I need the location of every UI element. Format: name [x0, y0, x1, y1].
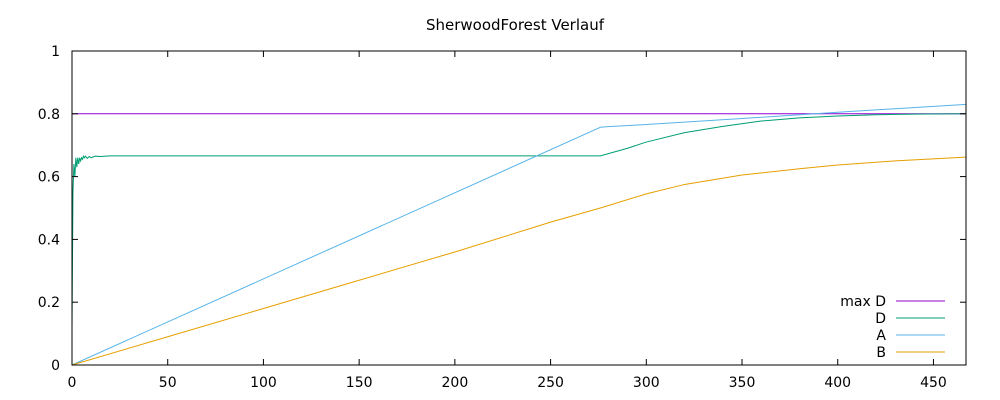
axes-layer: 0 50 100 150 200 250 300 350 400 450 0 0.2 0.4 0.6 0.8…: [38, 44, 967, 391]
series-line-1: [71, 113, 967, 328]
plot-area: [71, 103, 967, 366]
y-tick-label: 0.8: [38, 107, 60, 123]
y-tick-label: 0.6: [38, 170, 60, 186]
x-tick-label: 100: [250, 375, 277, 391]
x-tick-label: 0: [68, 375, 77, 391]
legend-label: B: [876, 345, 886, 361]
legend-label: A: [876, 328, 886, 344]
y-tick-label: 0: [51, 358, 60, 374]
legend-label: max D: [840, 294, 886, 310]
x-tick-label: 250: [537, 375, 564, 391]
series-line-3: [71, 156, 967, 366]
series-line-2: [71, 103, 967, 366]
x-tick-label: 450: [920, 375, 947, 391]
x-tick-label: 50: [159, 375, 177, 391]
chart-title: SherwoodForest Verlauf: [426, 16, 605, 34]
x-tick-label: 150: [346, 375, 373, 391]
x-tick-label: 350: [729, 375, 756, 391]
y-tick-label: 1: [51, 44, 60, 60]
x-tick-label: 300: [633, 375, 660, 391]
legend-label: D: [875, 311, 886, 327]
x-tick-label: 200: [442, 375, 469, 391]
x-tick-label: 400: [824, 375, 851, 391]
plot-frame: [71, 50, 967, 366]
y-tick-label: 0.2: [38, 295, 60, 311]
y-tick-label: 0.4: [38, 232, 60, 248]
